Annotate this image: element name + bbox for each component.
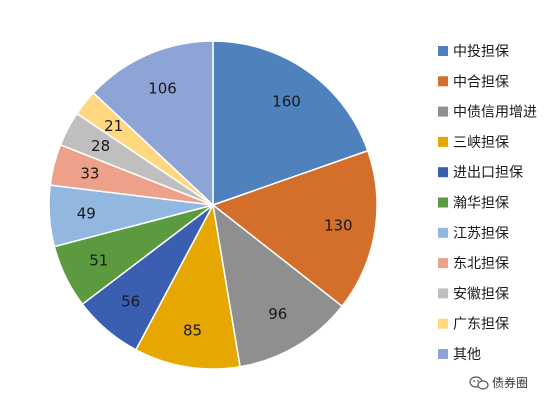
legend-swatch-1 <box>438 46 448 56</box>
legend-item-7: 江苏担保 <box>438 226 509 242</box>
legend-item-8: 东北担保 <box>438 256 509 272</box>
legend-swatch-2 <box>438 76 448 86</box>
data-label-5: 56 <box>121 293 140 311</box>
data-label-2: 130 <box>324 217 353 235</box>
legend-label-8: 东北担保 <box>453 256 509 272</box>
legend-item-9: 安徽担保 <box>438 286 509 302</box>
legend-item-5: 进出口担保 <box>438 165 523 181</box>
legend-label-6: 瀚华担保 <box>453 196 509 212</box>
legend-label-3: 中债信用增进 <box>453 105 537 121</box>
legend-swatch-11 <box>438 349 448 359</box>
pie-slices <box>49 41 377 369</box>
legend-label-4: 三峡担保 <box>453 135 509 151</box>
legend-swatch-5 <box>438 167 448 177</box>
data-label-11: 106 <box>148 80 177 98</box>
legend-swatch-9 <box>438 288 448 298</box>
legend-item-1: 中投担保 <box>438 44 509 60</box>
data-label-10: 21 <box>104 117 123 135</box>
wechat-icon <box>470 377 488 389</box>
data-label-3: 96 <box>268 305 287 323</box>
legend-item-2: 中合担保 <box>438 74 509 90</box>
legend-item-10: 广东担保 <box>438 317 509 333</box>
legend-label-11: 其他 <box>453 347 481 363</box>
legend-label-5: 进出口担保 <box>453 165 523 181</box>
legend-item-3: 中债信用增进 <box>438 105 537 121</box>
legend-label-1: 中投担保 <box>453 44 509 60</box>
legend-label-7: 江苏担保 <box>453 226 509 242</box>
legend-swatch-4 <box>438 137 448 147</box>
legend-label-2: 中合担保 <box>453 74 509 90</box>
watermark: 债券圈 <box>470 375 528 390</box>
data-label-6: 51 <box>89 252 108 270</box>
watermark-text: 债券圈 <box>492 375 528 390</box>
data-label-8: 33 <box>80 165 99 183</box>
data-label-7: 49 <box>77 205 96 223</box>
legend-swatch-3 <box>438 107 448 117</box>
legend-swatch-8 <box>438 258 448 268</box>
legend-item-11: 其他 <box>438 347 481 363</box>
data-label-9: 28 <box>91 137 110 155</box>
legend-swatch-10 <box>438 319 448 329</box>
legend-item-6: 瀚华担保 <box>438 196 509 212</box>
legend-item-4: 三峡担保 <box>438 135 509 151</box>
legend-swatch-6 <box>438 198 448 208</box>
chart-legend: 中投担保中合担保中债信用增进三峡担保进出口担保瀚华担保江苏担保东北担保安徽担保广… <box>438 44 537 363</box>
legend-label-9: 安徽担保 <box>453 286 509 302</box>
data-label-1: 160 <box>272 92 301 110</box>
legend-label-10: 广东担保 <box>453 317 509 333</box>
legend-swatch-7 <box>438 228 448 238</box>
data-label-4: 85 <box>183 321 202 339</box>
